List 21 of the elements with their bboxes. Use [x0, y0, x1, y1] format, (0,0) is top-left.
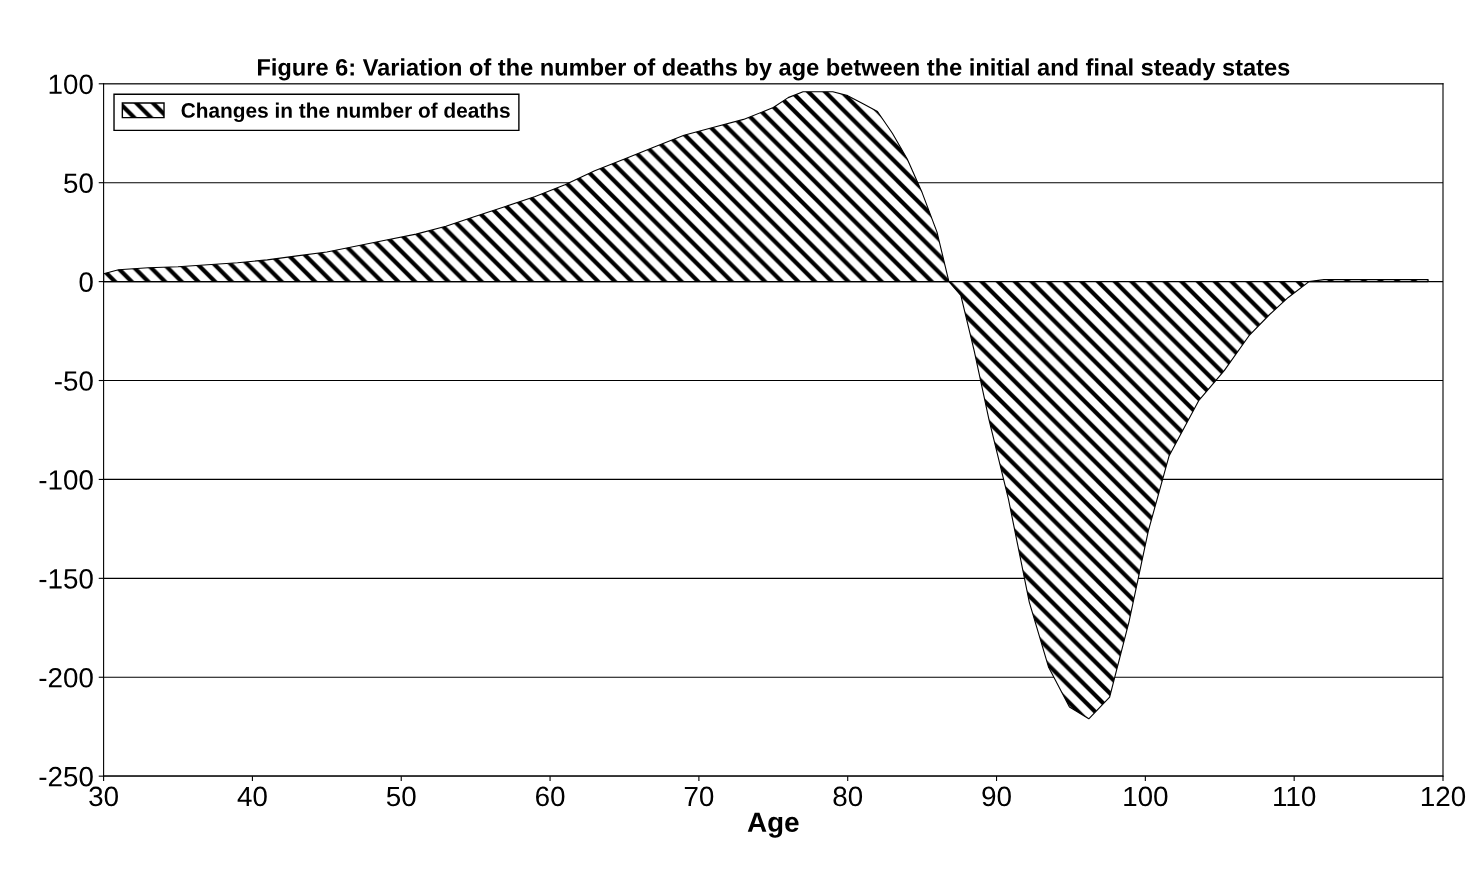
y-tick-label: -150 [39, 569, 93, 589]
chart-title: Figure 6: Variation of the number of deaths by age between the initial and final steady states [257, 58, 1290, 81]
x-tick-label: 110 [1274, 786, 1316, 807]
y-tick-label: -100 [39, 470, 93, 490]
y-tick-label: -50 [54, 371, 93, 391]
y-tick-label: 50 [64, 173, 93, 194]
y-tick-label: 100 [49, 74, 93, 95]
x-tick-label: 90 [982, 786, 1011, 807]
y-tick-label: 0 [79, 272, 93, 292]
x-tick-label: 50 [386, 786, 416, 807]
legend-label: Changes in the number of deaths [181, 102, 510, 123]
x-tick-label: 30 [89, 786, 118, 807]
y-tick-label: -250 [39, 766, 93, 787]
x-tick-label: 70 [684, 786, 714, 807]
x-axis-title: Age [747, 812, 799, 838]
x-tick-label: 100 [1124, 786, 1168, 807]
x-tick-label: 120 [1421, 786, 1466, 807]
x-tick-label: 40 [237, 786, 267, 807]
x-tick-label: 60 [536, 786, 565, 807]
y-tick-label: -200 [39, 667, 93, 688]
x-tick-label: 80 [833, 786, 863, 807]
